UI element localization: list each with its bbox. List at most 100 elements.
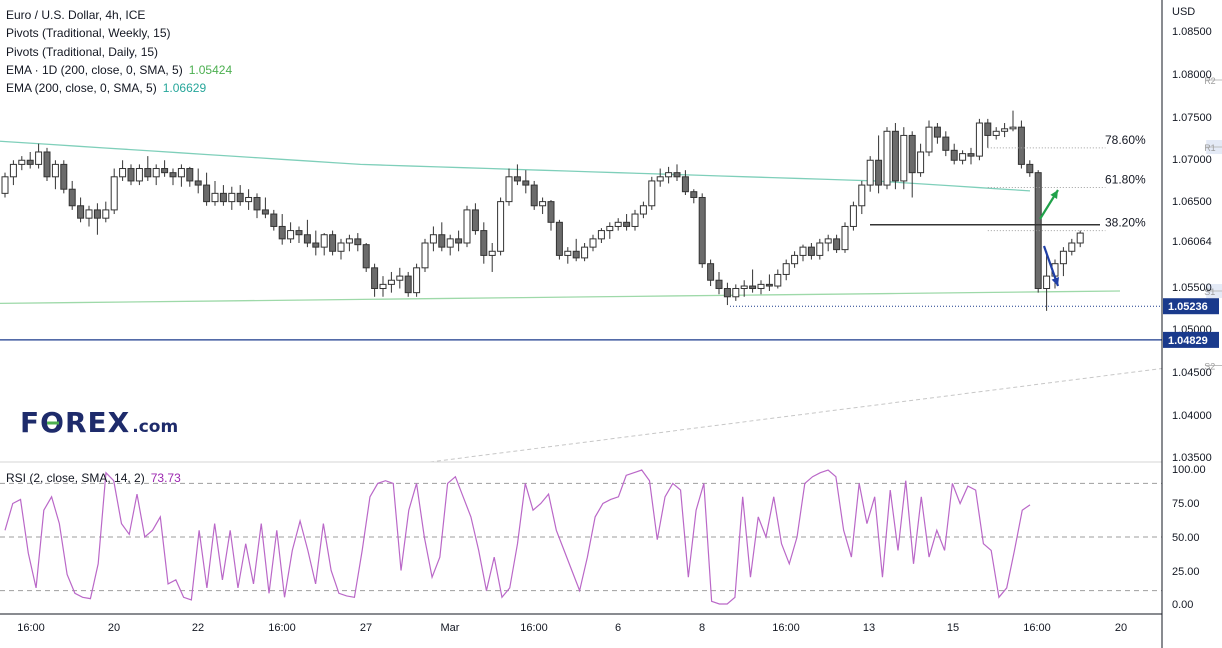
candle-body — [833, 238, 841, 251]
candle-body — [816, 242, 824, 256]
time-axis-label: 8 — [699, 622, 705, 634]
candle-body — [1001, 128, 1009, 132]
candle-body — [707, 263, 715, 281]
candle-body — [102, 209, 110, 219]
candle-body — [891, 130, 899, 182]
price-tag-box — [1163, 331, 1219, 348]
trend-line — [429, 367, 1163, 463]
candle-body — [413, 267, 421, 294]
candle-body — [698, 196, 706, 265]
price-axis-label: 1.07500 — [1172, 112, 1212, 124]
candle-body — [303, 234, 311, 244]
candle-body — [421, 242, 429, 269]
candle-body — [858, 184, 866, 207]
candle-body — [68, 188, 76, 207]
logo-letter-o: O — [40, 406, 65, 439]
candle-body — [161, 168, 169, 174]
candle-body — [429, 234, 437, 244]
candle-body — [681, 176, 689, 193]
price-axis-label: 1.08000 — [1172, 69, 1212, 81]
time-axis-label: 13 — [863, 622, 875, 634]
candle-body — [740, 285, 748, 290]
candle-body — [371, 267, 379, 290]
candle-body — [261, 209, 269, 215]
candle-body — [975, 122, 983, 157]
ema-1d-line — [0, 290, 1121, 305]
price-pane: R2R2R1R1PS1S1S2S278.60%61.80%38.20% — [0, 76, 1222, 463]
candle-body — [488, 250, 496, 256]
candle-body — [177, 168, 185, 178]
candle-body — [379, 283, 387, 290]
legend-pivots-daily[interactable]: Pivots (Traditional, Daily, 15) — [6, 44, 159, 59]
rsi-legend[interactable]: RSI (2, close, SMA, 14, 2) 73.73 — [6, 471, 181, 485]
candle-body — [942, 136, 950, 151]
candle-body — [505, 176, 513, 203]
legend-ema-4h-label: EMA (200, close, 0, SMA, 5) — [6, 81, 157, 96]
candle-body — [824, 238, 832, 244]
candle-body — [194, 180, 202, 186]
candle-body — [1009, 126, 1017, 130]
candle-body — [320, 234, 328, 248]
candle-body — [581, 246, 589, 259]
legend-ema-1d-value: 1.05424 — [188, 62, 233, 77]
candle-body — [1059, 250, 1067, 265]
candle-body — [715, 279, 723, 290]
candle-body — [18, 159, 26, 165]
legend-ema-1d-label: EMA · 1D (200, close, 0, SMA, 5) — [6, 62, 183, 77]
candle-body — [959, 153, 967, 161]
time-axis-label: 27 — [360, 622, 372, 634]
candle-body — [639, 205, 647, 215]
candle-body — [623, 221, 631, 227]
candle-body — [497, 201, 505, 252]
price-axis-label: 1.08500 — [1172, 26, 1212, 38]
candle-body — [135, 168, 143, 182]
ema-4h-line — [0, 140, 1031, 192]
candle-body — [152, 168, 160, 178]
rsi-axis-label: 100.00 — [1172, 464, 1206, 476]
price-axis-label: 1.05500 — [1172, 282, 1212, 294]
rsi-axis-label: 0.00 — [1172, 599, 1193, 611]
legend-ema-1d[interactable]: EMA · 1D (200, close, 0, SMA, 5) 1.05424 — [6, 61, 232, 79]
candle-body — [967, 153, 975, 157]
time-axis-label: 16:00 — [772, 622, 800, 634]
candle-body — [35, 151, 43, 165]
time-axis-label: 16:00 — [520, 622, 548, 634]
rsi-label-text: RSI (2, close, SMA, 14, 2) — [6, 471, 145, 485]
candle-body — [665, 172, 673, 178]
rsi-value: 73.73 — [150, 471, 181, 485]
candle-body — [345, 238, 353, 244]
candle-body — [354, 238, 362, 246]
arrow-down-head — [1051, 277, 1060, 286]
price-axis-label: 1.03500 — [1172, 452, 1212, 464]
rsi-axis-label: 50.00 — [1172, 532, 1200, 544]
candle-body — [43, 151, 51, 178]
candle-body — [186, 168, 194, 182]
candle-body — [119, 168, 127, 178]
candle-body — [404, 275, 412, 294]
candle-body — [791, 254, 799, 265]
candle-body — [614, 221, 622, 227]
candle-body — [900, 134, 908, 182]
candle-body — [950, 149, 958, 161]
candle-body — [732, 288, 740, 298]
candle-body — [127, 168, 135, 182]
candle-body — [93, 209, 101, 219]
legend-ema-4h[interactable]: EMA (200, close, 0, SMA, 5) 1.06629 — [6, 79, 232, 97]
candle-body — [875, 159, 883, 186]
candle-body — [572, 250, 580, 259]
time-axis-label: 16:00 — [268, 622, 296, 634]
candle-body — [917, 151, 925, 174]
legend-pivots-weekly[interactable]: Pivots (Traditional, Weekly, 15) — [6, 26, 171, 41]
price-axis-label: 1.04000 — [1172, 410, 1212, 422]
pivot-label: S2 — [1204, 361, 1215, 371]
candle-body — [362, 244, 370, 269]
candle-body — [925, 126, 933, 153]
candle-body — [673, 172, 681, 178]
candle-body — [236, 192, 244, 203]
time-axis-label: 16:00 — [17, 622, 45, 634]
candle-body — [211, 192, 219, 203]
candle-body — [606, 225, 614, 232]
logo-letters-rex: REX — [64, 406, 131, 439]
candle-body — [807, 246, 815, 256]
